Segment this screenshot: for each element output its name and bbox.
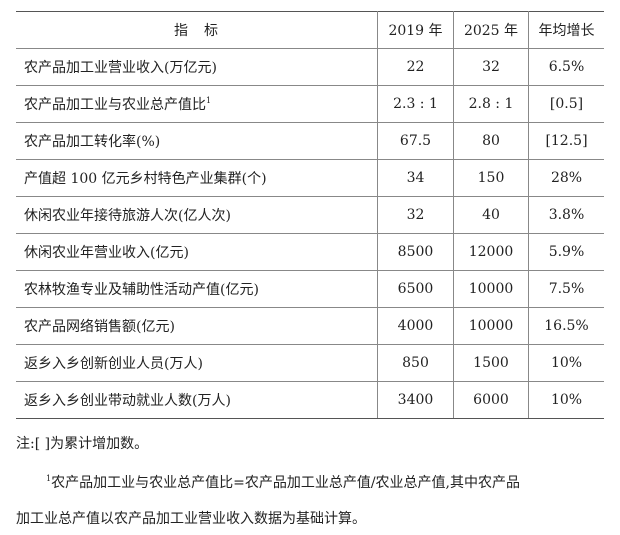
footnote-line-1: 1农产品加工业与农业总产值比=农产品加工业总产值/农业总产值,其中农产品 [46,472,520,492]
table-row: 产值超 100 亿元乡村特色产业集群(个) 34 150 28% [16,159,604,197]
table-row: 农林牧渔专业及辅助性活动产值(亿元) 6500 10000 7.5% [16,270,604,308]
indicator-label: 农产品加工转化率(%) [24,134,161,150]
note-bracket: 注:[ ]为累计增加数。 [16,436,149,452]
table-row: 休闲农业年营业收入(亿元) 8500 12000 5.9% [16,233,604,271]
value-2019: 3400 [377,381,454,419]
indicator-label: 农产品加工业与农业总产值比 [24,97,206,113]
value-2019: 34 [377,159,454,197]
value-2025: 2.8 : 1 [453,85,529,123]
value-2025: 12000 [453,233,529,271]
value-growth: 16.5% [528,307,604,345]
table-row: 农产品加工业营业收入(万亿元) 22 32 6.5% [16,48,604,86]
value-2019: 2.3 : 1 [377,85,454,123]
value-2025: 1500 [453,344,529,382]
value-2019: 4000 [377,307,454,345]
header-2019: 2019 年 [377,11,454,49]
indicator-name: 返乡入乡创新创业人员(万人) [16,344,378,382]
value-growth: 7.5% [528,270,604,308]
indicator-name: 农产品网络销售额(亿元) [16,307,378,345]
value-growth: 10% [528,344,604,382]
indicator-name: 农产品加工业营业收入(万亿元) [16,48,378,86]
value-growth: 3.8% [528,196,604,234]
footnote-text-1: 农产品加工业与农业总产值比=农产品加工业总产值/农业总产值,其中农产品 [51,475,520,491]
footnote-mark: 1 [46,474,52,483]
value-2019: 850 [377,344,454,382]
table-row: 农产品加工转化率(%) 67.5 80 [12.5] [16,122,604,160]
indicator-name: 休闲农业年接待旅游人次(亿人次) [16,196,378,234]
value-2019: 67.5 [377,122,454,160]
value-2019: 6500 [377,270,454,308]
value-2025: 40 [453,196,529,234]
value-2019: 8500 [377,233,454,271]
value-growth: 6.5% [528,48,604,86]
header-2025: 2025 年 [453,11,529,49]
value-2019: 22 [377,48,454,86]
value-2025: 150 [453,159,529,197]
value-2025: 10000 [453,270,529,308]
indicator-name: 产值超 100 亿元乡村特色产业集群(个) [16,159,378,197]
value-2025: 10000 [453,307,529,345]
value-growth: [0.5] [528,85,604,123]
indicator-label: 休闲农业年营业收入(亿元) [24,245,189,261]
indicator-name: 休闲农业年营业收入(亿元) [16,233,378,271]
value-2019: 32 [377,196,454,234]
table-header-row: 指 标 2019 年 2025 年 年均增长 [16,11,604,49]
indicator-label: 农林牧渔专业及辅助性活动产值(亿元) [24,282,259,298]
table-row: 返乡入乡创业带动就业人数(万人) 3400 6000 10% [16,381,604,419]
footnote-ref: 1 [206,96,212,105]
table-row: 返乡入乡创新创业人员(万人) 850 1500 10% [16,344,604,382]
indicator-label: 返乡入乡创新创业人员(万人) [24,356,203,372]
table-row: 休闲农业年接待旅游人次(亿人次) 32 40 3.8% [16,196,604,234]
indicator-label: 农产品加工业营业收入(万亿元) [24,60,217,76]
indicator-label: 产值超 100 亿元乡村特色产业集群(个) [24,171,267,187]
value-2025: 32 [453,48,529,86]
indicator-table: 指 标 2019 年 2025 年 年均增长 农产品加工业营业收入(万亿元) 2… [16,11,604,419]
indicator-name: 返乡入乡创业带动就业人数(万人) [16,381,378,419]
header-growth: 年均增长 [528,11,604,49]
table-row: 农产品加工业与农业总产值比1 2.3 : 1 2.8 : 1 [0.5] [16,85,604,123]
value-2025: 80 [453,122,529,160]
indicator-label: 农产品网络销售额(亿元) [24,319,175,335]
value-growth: 10% [528,381,604,419]
footnote-line-2: 加工业总产值以农产品加工业营业收入数据为基础计算。 [16,511,366,527]
value-2025: 6000 [453,381,529,419]
table-row: 农产品网络销售额(亿元) 4000 10000 16.5% [16,307,604,345]
value-growth: 28% [528,159,604,197]
indicator-name: 农产品加工转化率(%) [16,122,378,160]
indicator-name: 农林牧渔专业及辅助性活动产值(亿元) [16,270,378,308]
indicator-name: 农产品加工业与农业总产值比1 [16,85,378,123]
value-growth: 5.9% [528,233,604,271]
header-indicator: 指 标 [16,11,378,49]
indicator-label: 休闲农业年接待旅游人次(亿人次) [24,208,231,224]
indicator-label: 返乡入乡创业带动就业人数(万人) [24,393,231,409]
value-growth: [12.5] [528,122,604,160]
